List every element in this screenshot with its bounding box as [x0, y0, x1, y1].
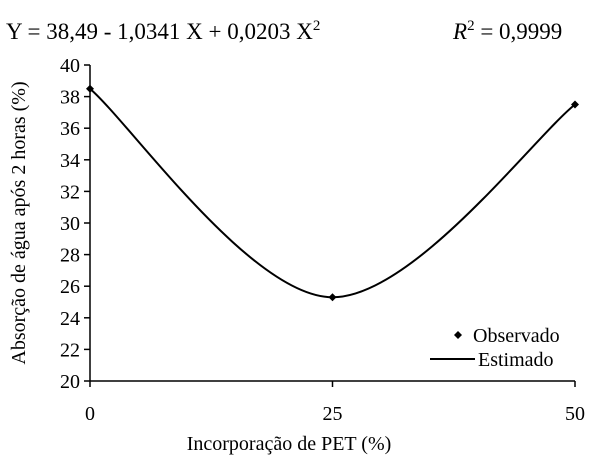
y-axis-label: Absorção de água após 2 horas (%)	[8, 81, 30, 364]
x-tick-label: 50	[565, 403, 585, 425]
x-ticks: 0 25 50	[85, 381, 585, 425]
series-layer	[86, 84, 579, 302]
y-ticks: 20 22 24 26 28 30 32 34 36 38 40	[60, 55, 90, 393]
y-tick-label: 24	[60, 308, 80, 330]
y-tick-label: 36	[60, 118, 80, 140]
x-axis-label: Incorporação de PET (%)	[187, 433, 392, 455]
y-tick-label: 28	[60, 245, 80, 267]
observado-point	[328, 293, 337, 302]
observado-point	[571, 100, 579, 109]
y-tick-label: 26	[60, 276, 80, 298]
y-tick-label: 20	[60, 371, 80, 393]
regression-equation: Y = 38,49 - 1,0341 X + 0,0203 X2	[6, 18, 320, 44]
estimado-curve	[89, 87, 576, 299]
y-tick-label: 30	[60, 213, 80, 235]
y-tick-label: 22	[60, 339, 80, 361]
legend-estimado-label: Estimado	[478, 349, 554, 371]
r-squared: R2 = 0,9999	[452, 18, 562, 44]
y-tick-label: 38	[60, 87, 80, 109]
x-tick-label: 0	[85, 403, 95, 425]
x-tick-label: 25	[323, 403, 343, 425]
y-tick-label: 34	[60, 150, 80, 172]
legend: Observado Estimado	[430, 325, 560, 371]
legend-observado-marker	[454, 331, 462, 339]
observado-point	[86, 84, 94, 93]
legend-observado-label: Observado	[473, 325, 560, 347]
y-tick-label: 40	[60, 55, 80, 77]
y-tick-label: 32	[60, 181, 80, 203]
